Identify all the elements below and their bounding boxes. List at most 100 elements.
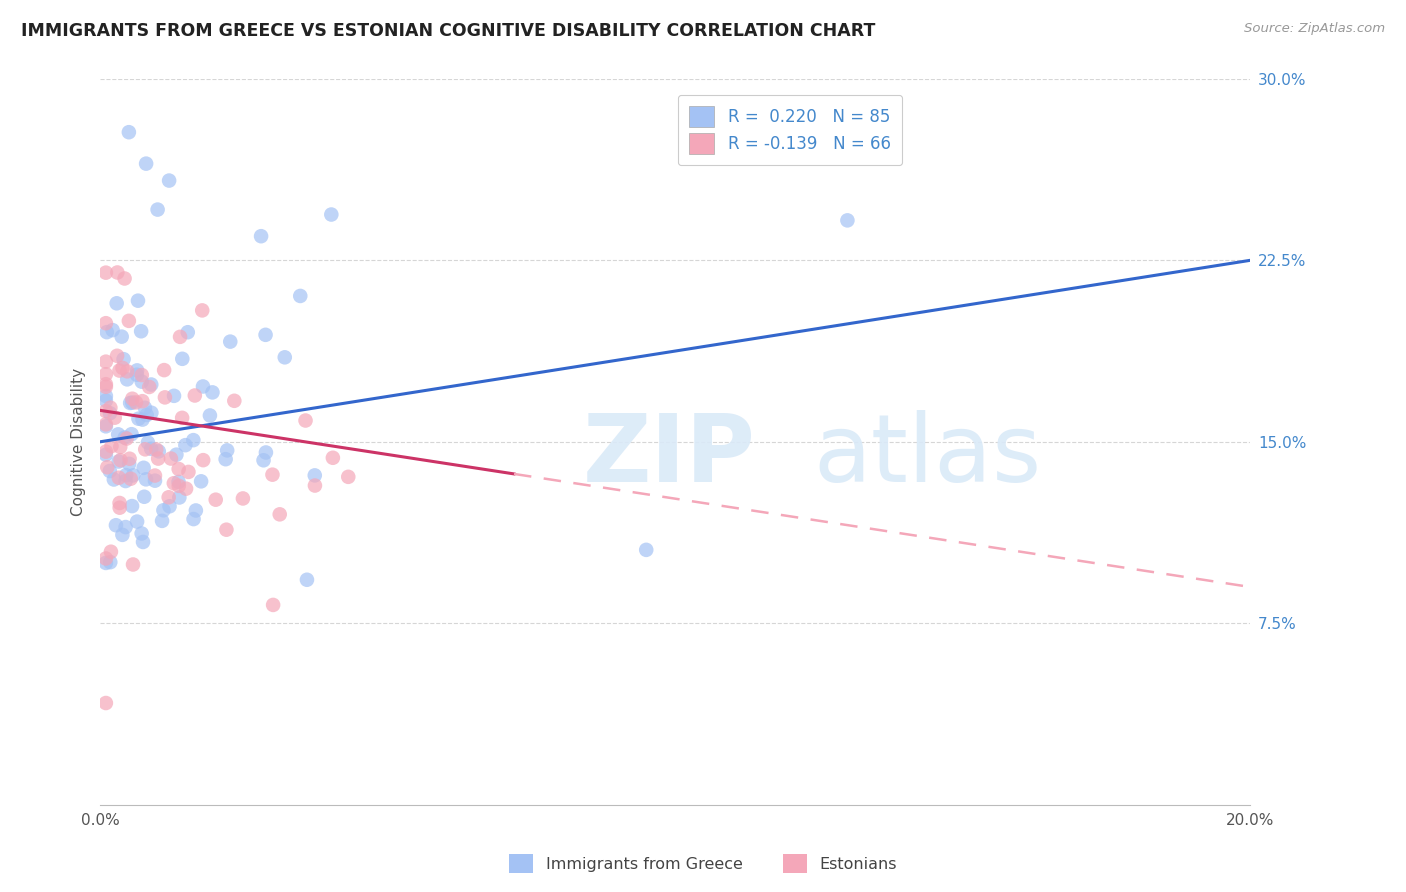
Point: [118, 451, 141, 466]
Point: [215, 523, 238, 537]
Point: [122, 468, 145, 483]
Point: [250, 229, 273, 244]
Point: [183, 433, 205, 447]
Point: [127, 363, 149, 377]
Point: [121, 427, 143, 442]
Point: [114, 520, 136, 534]
Point: [204, 492, 226, 507]
Text: IMMIGRANTS FROM GREECE VS ESTONIAN COGNITIVE DISABILITY CORRELATION CHART: IMMIGRANTS FROM GREECE VS ESTONIAN COGNI…: [21, 22, 876, 40]
Point: [184, 503, 207, 517]
Point: [274, 351, 297, 365]
Point: [132, 460, 155, 475]
Point: [94, 266, 117, 280]
Point: [145, 442, 167, 457]
Point: [183, 512, 205, 526]
Point: [132, 535, 155, 549]
Point: [169, 330, 191, 344]
Point: [103, 473, 125, 487]
Point: [104, 518, 127, 533]
Point: [131, 526, 153, 541]
Point: [152, 503, 174, 517]
Point: [108, 496, 131, 510]
Point: [295, 573, 318, 587]
Point: [153, 390, 176, 404]
Point: [100, 439, 122, 453]
Point: [143, 468, 166, 483]
Point: [157, 173, 180, 187]
Point: [120, 396, 142, 410]
Point: [191, 379, 214, 393]
Point: [100, 545, 122, 559]
Point: [120, 472, 142, 486]
Point: [127, 515, 149, 529]
Point: [114, 430, 136, 444]
Point: [94, 380, 117, 394]
Point: [127, 293, 149, 308]
Point: [321, 207, 343, 221]
Point: [127, 411, 149, 425]
Point: [131, 412, 153, 426]
Point: [254, 327, 277, 342]
Point: [163, 476, 186, 491]
Point: [94, 419, 117, 434]
Point: [114, 271, 136, 285]
Point: [94, 444, 117, 458]
Point: [157, 490, 180, 504]
Point: [114, 474, 136, 488]
Point: [193, 453, 215, 467]
Point: [115, 364, 138, 378]
Text: ZIP: ZIP: [583, 410, 756, 502]
Point: [177, 325, 200, 339]
Point: [254, 445, 277, 459]
Point: [214, 452, 236, 467]
Point: [94, 448, 117, 462]
Point: [146, 202, 169, 217]
Point: [94, 556, 117, 570]
Point: [111, 329, 134, 343]
Text: Source: ZipAtlas.com: Source: ZipAtlas.com: [1244, 22, 1385, 36]
Point: [169, 491, 191, 505]
Point: [121, 499, 143, 513]
Point: [219, 334, 242, 349]
Point: [96, 460, 118, 475]
Point: [232, 491, 254, 506]
Point: [105, 265, 128, 279]
Point: [111, 360, 134, 375]
Point: [98, 555, 121, 569]
Point: [131, 368, 153, 382]
Point: [322, 450, 344, 465]
Point: [96, 325, 118, 339]
Point: [837, 213, 859, 227]
Point: [134, 401, 156, 415]
Point: [101, 323, 124, 337]
Point: [150, 514, 173, 528]
Point: [129, 324, 152, 338]
Point: [94, 393, 117, 408]
Point: [94, 696, 117, 710]
Point: [131, 375, 153, 389]
Point: [118, 457, 141, 471]
Point: [636, 542, 658, 557]
Point: [112, 352, 135, 367]
Point: [125, 368, 148, 382]
Point: [125, 395, 148, 409]
Point: [262, 598, 284, 612]
Point: [134, 490, 156, 504]
Point: [159, 500, 181, 514]
Point: [94, 389, 117, 403]
Legend: Immigrants from Greece, Estonians: Immigrants from Greece, Estonians: [503, 847, 903, 880]
Point: [224, 393, 246, 408]
Point: [160, 451, 183, 466]
Point: [141, 406, 163, 420]
Point: [121, 395, 143, 409]
Point: [94, 368, 117, 382]
Point: [174, 438, 197, 452]
Point: [304, 478, 326, 492]
Point: [98, 406, 121, 420]
Point: [252, 453, 274, 467]
Legend: R =  0.220   N = 85, R = -0.139   N = 66: R = 0.220 N = 85, R = -0.139 N = 66: [678, 95, 903, 165]
Point: [136, 435, 159, 450]
Point: [131, 394, 153, 409]
Point: [165, 448, 187, 462]
Point: [108, 500, 131, 515]
